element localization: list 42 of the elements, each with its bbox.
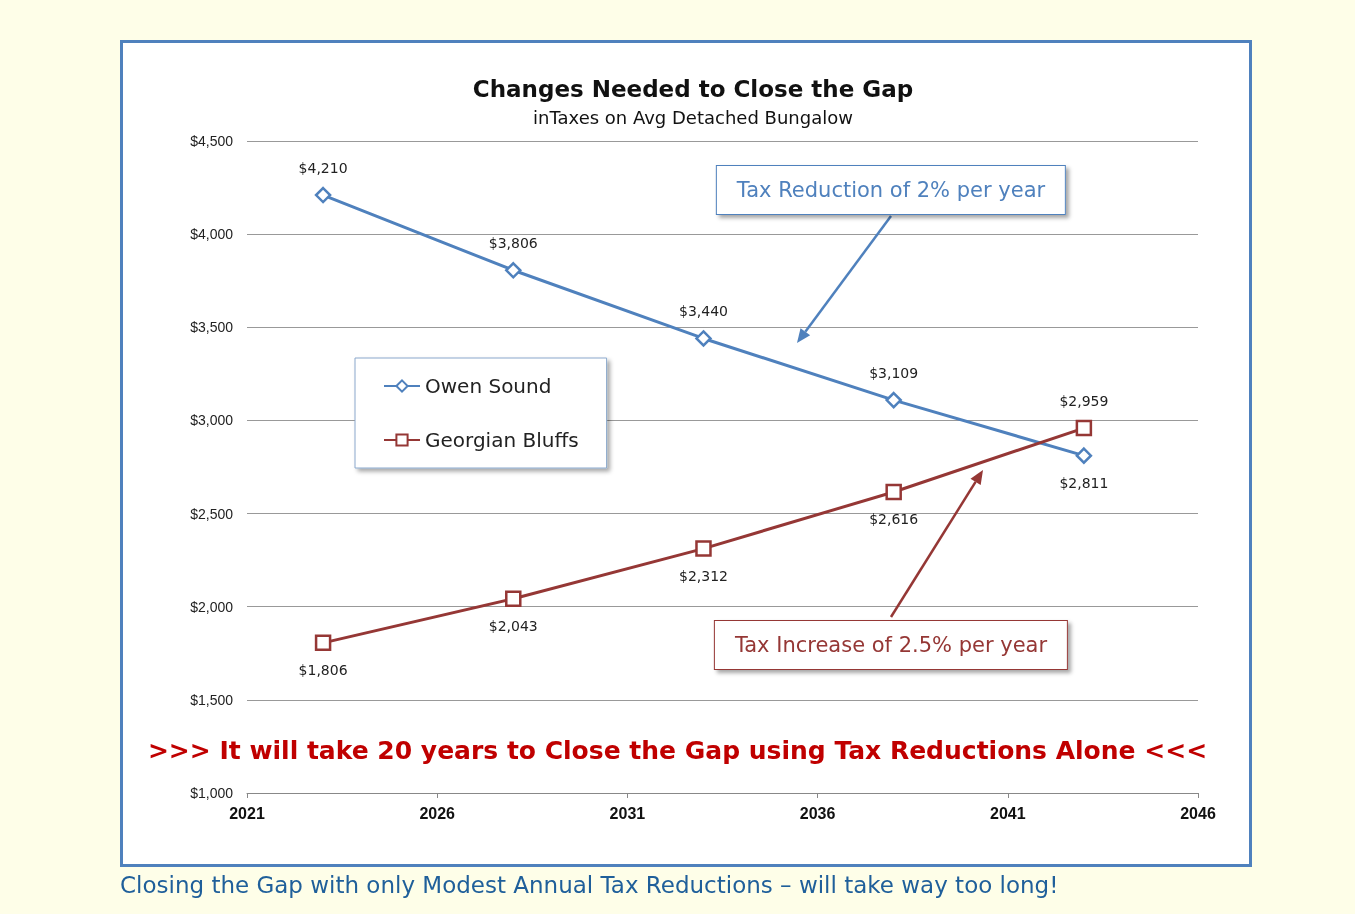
annotation: Tax Reduction of 2% per year (715, 165, 1067, 215)
data-label: $2,312 (678, 567, 728, 584)
text: Closing the Gap with only Modest Annual Tax Reductions – will take way too long! (120, 872, 1059, 898)
x-tick-label: 2041 (990, 804, 1026, 822)
point (314, 186, 332, 204)
x-tick-label: 2026 (419, 804, 456, 822)
data-label: $3,440 (678, 303, 728, 320)
y-tick-label: $3,000 (190, 412, 234, 429)
legend-label: Owen Sound (425, 374, 552, 398)
data-label: $1,806 (298, 662, 348, 679)
data-label: $2,811 (1059, 474, 1109, 491)
y-tick-label: $3,500 (190, 319, 234, 336)
x-tick-label: 2031 (609, 804, 646, 822)
point (695, 540, 712, 557)
data-label: $3,806 (488, 235, 538, 252)
annotation: >>> It will take 20 years to Close the Gap using Tax Reductions Alone <<< (147, 736, 1208, 765)
legend-label: Georgian Bluffs (425, 428, 579, 452)
data-label: $4,210 (298, 159, 348, 176)
y-tick-label: $1,000 (190, 785, 234, 801)
point (1075, 419, 1093, 437)
x-tick-label: 2036 (799, 804, 836, 822)
x-tick-label: 2046 (1180, 804, 1216, 822)
point (505, 262, 522, 279)
y-tick-label: $2,500 (190, 505, 234, 522)
y-tick-label: $4,000 (190, 226, 234, 243)
chart-title: Changes Needed to Close the Gap (472, 75, 914, 102)
data-label: $3,109 (869, 364, 919, 381)
data-label: $2,616 (869, 511, 919, 528)
y-tick-label: $2,000 (190, 598, 234, 615)
point (314, 634, 332, 652)
point (505, 590, 522, 607)
annotation: Tax Increase of 2.5% per year (713, 620, 1069, 670)
point (885, 483, 902, 501)
y-tick-label: $4,500 (190, 133, 234, 149)
x-tick-label: 2021 (229, 804, 265, 822)
data-label: $2,043 (488, 617, 538, 634)
chart-subtitle: inTaxes on Avg Detached Bungalow (533, 106, 853, 128)
y-tick-label: $1,500 (190, 691, 234, 708)
point (695, 330, 712, 347)
point (1075, 447, 1093, 464)
point (885, 391, 902, 409)
data-label: $2,959 (1059, 392, 1109, 409)
